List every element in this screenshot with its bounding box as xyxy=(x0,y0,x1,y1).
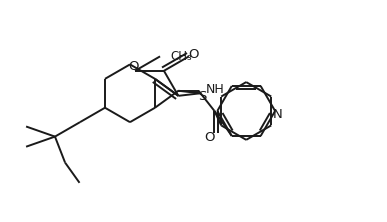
Text: NH: NH xyxy=(205,83,224,97)
Text: CH₃: CH₃ xyxy=(171,50,193,63)
Text: O: O xyxy=(188,48,199,61)
Text: S: S xyxy=(198,90,206,103)
Text: O: O xyxy=(205,131,215,144)
Text: O: O xyxy=(128,60,139,73)
Text: N: N xyxy=(272,108,282,121)
